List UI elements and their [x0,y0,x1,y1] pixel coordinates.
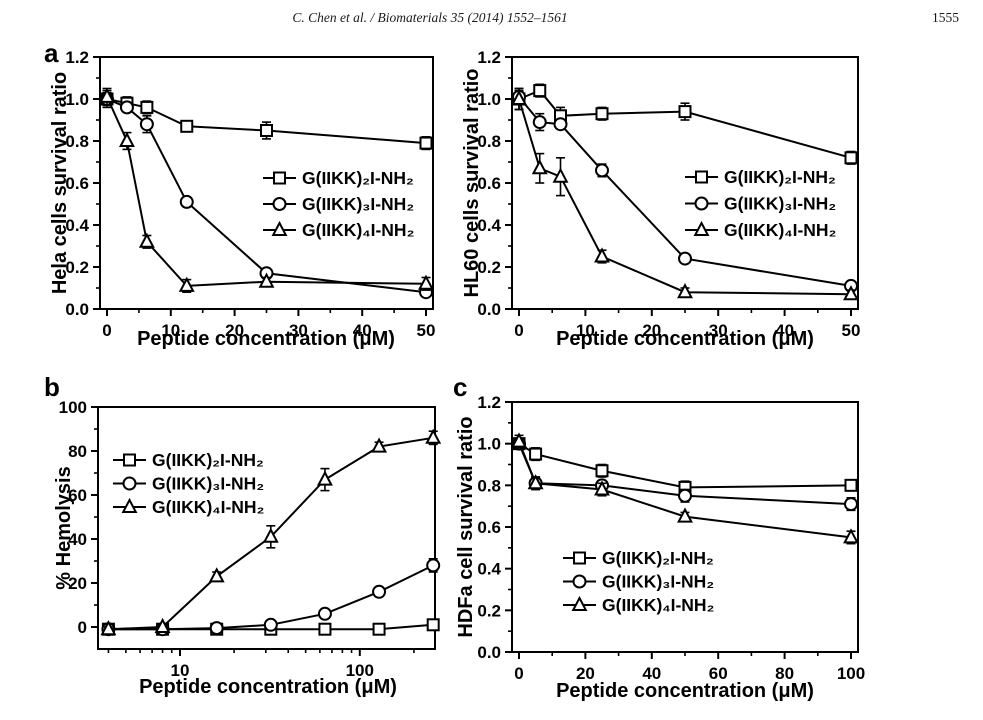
y-tick-label: 0.4 [477,216,501,235]
y-tick-label: 0.0 [65,300,89,319]
series-g-iikk-i-nh [512,436,858,512]
y-tick-label: 1.2 [65,48,89,67]
y-tick-label: 0.4 [477,560,501,579]
x-tick-label: 0 [102,321,111,340]
legend-label: G(IIKK)₃I-NH₂ [302,194,414,214]
legend: G(IIKK)₂I-NH₂ G(IIKK)₃I-NH₂ G(IIKK)₄I-NH₂ [685,167,836,240]
y-tick-label: 0.2 [477,258,501,277]
panel-label-c: c [453,372,468,402]
x-tick-label: 40 [353,321,372,340]
x-axis: 0 20 40 60 80 100 [514,652,865,683]
x-tick-label: 60 [709,664,728,683]
series-g-iikk-i-nh [511,432,859,545]
legend-label: G(IIKK)₃I-NH₂ [152,474,264,494]
chart-hl60-survival: 0 10 20 30 40 50 0.0 0.2 0.4 0.6 0.8 1.0 1.2 Peptide … [461,48,860,350]
chart-hela-survival: 0 10 20 30 40 50 0.0 0.2 0.4 0.6 0.8 1.0 1.2 Peptide … [49,48,435,350]
series-g-iikk-i-nh [101,558,441,637]
running-head-citation: C. Chen et al. / Biomaterials 35 (2014) … [292,10,568,25]
x-tick-label: 40 [775,321,794,340]
y-tick-label: 0.0 [477,643,501,662]
y-tick-label: 0.8 [65,132,89,151]
y-tick-label: 1.0 [477,435,501,454]
y-tick-label: 1.0 [65,90,89,109]
x-tick-label: 0 [514,664,523,683]
y-tick-label: 0.0 [477,300,501,319]
y-axis: 0.0 0.2 0.4 0.6 0.8 1.0 1.2 [477,393,512,662]
legend: G(IIKK)₂I-NH₂ G(IIKK)₃I-NH₂ G(IIKK)₄I-NH₂ [563,548,714,615]
y-axis: 0.0 0.2 0.4 0.6 0.8 1.0 1.2 [65,48,100,319]
page-number: 1555 [932,10,959,25]
x-axis: 0 10 20 30 40 50 [102,309,435,340]
x-tick-label: 0 [514,321,523,340]
y-tick-label: 0.6 [477,518,501,537]
x-axis: 0 10 20 30 40 50 [514,309,860,340]
legend-label: G(IIKK)₂I-NH₂ [302,168,414,188]
legend-label: G(IIKK)₄I-NH₂ [302,220,414,240]
y-tick-label: 0 [78,618,87,637]
panel-label-b: b [44,372,60,402]
x-axis: 10 100 [107,649,415,680]
y-tick-label: 0.4 [65,216,89,235]
legend: G(IIKK)₂I-NH₂ G(IIKK)₃I-NH₂ G(IIKK)₄I-NH₂ [113,450,264,517]
x-tick-label: 10 [171,661,190,680]
x-tick-label: 20 [225,321,244,340]
y-axis-title: HDFa cell survival ratio [455,416,477,637]
series-g-iikk-i-nh [99,87,434,293]
x-tick-label: 100 [837,664,865,683]
legend-label: G(IIKK)₂I-NH₂ [602,548,714,568]
y-tick-label: 1.0 [477,90,501,109]
y-tick-label: 40 [68,530,87,549]
y-axis: 0.0 0.2 0.4 0.6 0.8 1.0 1.2 [477,48,512,319]
series-g-iikk-i-nh [511,87,859,301]
legend-label: G(IIKK)₄I-NH₂ [724,220,836,240]
x-axis-title: Peptide concentration (μM) [139,676,397,698]
x-tick-label: 80 [775,664,794,683]
y-tick-label: 100 [59,398,87,417]
chart-hdfa-survival: 0 20 40 60 80 100 0.0 0.2 0.4 0.6 0.8 1.0 1.2 Peptide… [455,393,865,702]
y-tick-label: 0.6 [477,174,501,193]
x-tick-label: 10 [576,321,595,340]
legend-label: G(IIKK)₄I-NH₂ [602,595,714,615]
x-tick-label: 50 [842,321,861,340]
x-axis-title: Peptide concentration (μM) [556,328,814,350]
panel-label-a: a [44,38,59,68]
y-axis: 0 20 40 60 80 100 [59,398,98,637]
legend-label: G(IIKK)₄I-NH₂ [152,497,264,517]
y-axis-title: HL60 cells survival ratio [461,68,483,297]
y-axis-title: Hela cells survival ratio [49,72,71,294]
y-tick-label: 60 [68,486,87,505]
y-tick-label: 1.2 [477,393,501,412]
legend-label: G(IIKK)₂I-NH₂ [724,167,836,187]
y-tick-label: 20 [68,574,87,593]
x-tick-label: 10 [161,321,180,340]
x-tick-label: 20 [576,664,595,683]
x-tick-label: 20 [642,321,661,340]
legend-label: G(IIKK)₃I-NH₂ [724,194,836,214]
plot-box [97,406,436,650]
x-tick-label: 30 [289,321,308,340]
y-tick-label: 0.6 [65,174,89,193]
y-tick-label: 0.2 [477,601,501,620]
x-axis-title: Peptide concentration (μM) [556,680,814,702]
x-tick-label: 50 [417,321,436,340]
y-tick-label: 1.2 [477,48,501,67]
legend-label: G(IIKK)₃I-NH₂ [602,572,714,592]
y-tick-label: 80 [68,442,87,461]
x-axis-title: Peptide concentration (μM) [137,328,395,350]
x-tick-label: 30 [709,321,728,340]
y-tick-label: 0.2 [65,258,89,277]
y-axis-title: % Hemolysis [53,466,75,589]
x-tick-label: 40 [642,664,661,683]
y-tick-label: 0.8 [477,132,501,151]
x-tick-label: 100 [346,661,374,680]
legend-label: G(IIKK)₂I-NH₂ [152,450,264,470]
series-g-iikk-i-nh [100,428,442,636]
legend: G(IIKK)₂I-NH₂ G(IIKK)₃I-NH₂ G(IIKK)₄I-NH₂ [263,168,414,240]
y-tick-label: 0.8 [477,476,501,495]
